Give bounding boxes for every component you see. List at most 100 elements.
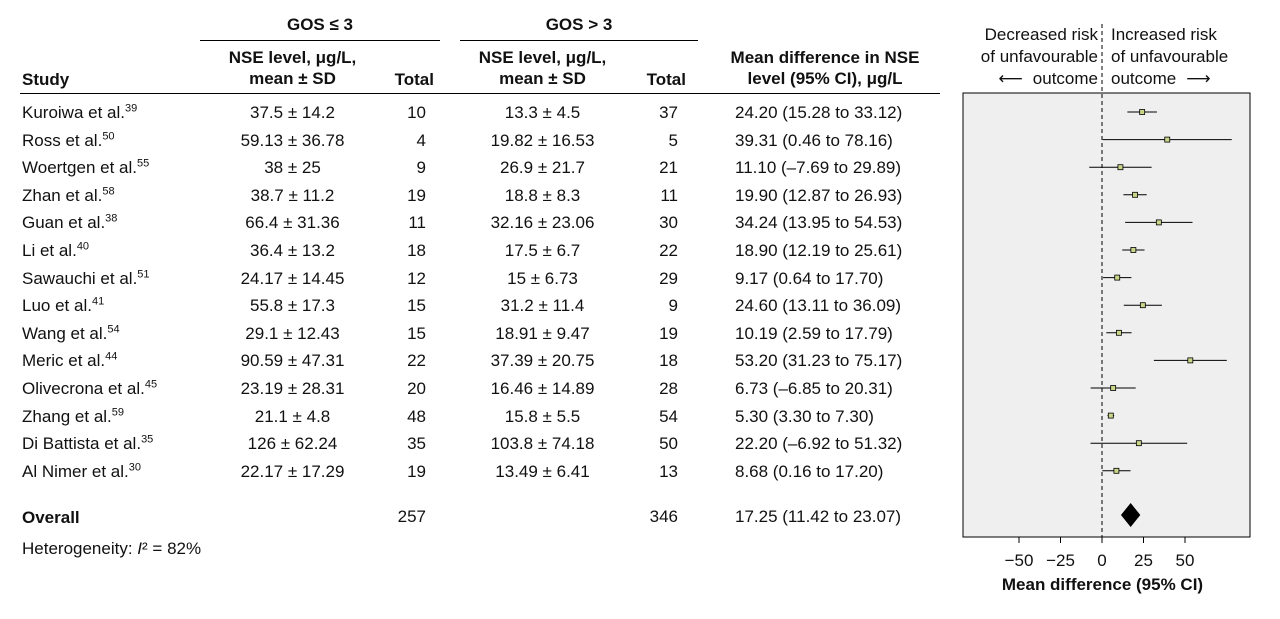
- total-low-value: 19: [407, 462, 426, 481]
- nse-low-value: 22.17 ± 17.29: [240, 462, 345, 481]
- col-header-md-line1: Mean difference in NSE: [730, 48, 920, 67]
- study-label: Li et al.: [22, 241, 77, 260]
- nse-high-value: 18.8 ± 8.3: [504, 186, 581, 205]
- nse-low-value: 38 ± 25: [264, 158, 321, 177]
- nse-high-value: 15.8 ± 5.5: [504, 407, 581, 426]
- overall-total-high: 346: [649, 507, 678, 526]
- study-name: Zhang et al.59: [22, 407, 124, 427]
- study-label: Di Battista et al.: [22, 434, 142, 453]
- md-ci-value: 24.20 (15.28 to 33.12): [735, 103, 903, 122]
- effect-marker: [1132, 191, 1138, 198]
- heterogeneity-value: ² = 82%: [142, 539, 202, 558]
- x-tick-label: −50: [1005, 551, 1034, 570]
- effect-marker: [1113, 467, 1120, 474]
- md-ci-value: 18.90 (12.19 to 25.61): [735, 241, 903, 260]
- total-high-value: 21: [659, 158, 678, 177]
- group-rule-high: [460, 40, 698, 41]
- col-header-total-low: Total: [394, 70, 434, 89]
- heterogeneity-symbol: I: [137, 539, 143, 558]
- effect-marker: [1135, 440, 1142, 447]
- reference-number: 40: [76, 240, 90, 253]
- group-header-gos-low: GOS ≤ 3: [286, 15, 354, 34]
- study-label: Olivecrona et al.: [22, 379, 145, 398]
- nse-low-value: 66.4 ± 31.36: [245, 213, 340, 232]
- nse-low-value: 59.13 ± 36.78: [240, 131, 345, 150]
- total-high-value: 28: [659, 379, 678, 398]
- reference-number: 59: [111, 406, 125, 419]
- md-ci-value: 11.10 (–7.69 to 29.89): [735, 158, 902, 177]
- reference-number: 54: [107, 323, 120, 336]
- study-name: Luo et al.41: [22, 296, 104, 316]
- col-header-nse-low-line1: NSE level, μg/L,: [228, 48, 357, 67]
- col-header-nse-high-line2: mean ± SD: [499, 69, 586, 88]
- x-tick-label: 0: [1097, 551, 1106, 570]
- study-name: Woertgen et al.55: [22, 158, 149, 178]
- effect-marker: [1130, 247, 1137, 253]
- total-high-value: 19: [659, 324, 678, 343]
- nse-high-value: 17.5 ± 6.7: [504, 241, 581, 260]
- md-ci-value: 22.20 (–6.92 to 51.32): [735, 434, 903, 453]
- nse-low-value: 38.7 ± 11.2: [250, 186, 335, 205]
- nse-low-value: 21.1 ± 4.8: [254, 407, 331, 426]
- total-high-value: 54: [659, 407, 678, 426]
- study-name: Zhan et al.58: [22, 186, 115, 206]
- study-label: Kuroiwa et al.: [22, 103, 125, 122]
- heterogeneity-label: Heterogeneity:: [22, 539, 138, 558]
- effect-marker: [1139, 109, 1146, 115]
- col-header-study: Study: [22, 70, 70, 89]
- study-name: Li et al.40: [22, 241, 89, 261]
- study-label: Meric et al.: [22, 351, 106, 370]
- study-label: Ross et al.: [22, 131, 103, 150]
- total-high-value: 13: [659, 462, 678, 481]
- md-ci-value: 10.19 (2.59 to 17.79): [735, 324, 893, 343]
- total-high-value: 18: [659, 351, 678, 370]
- reference-number: 41: [91, 295, 105, 308]
- x-tick-label: 50: [1176, 551, 1195, 570]
- increased-risk-line2: of unfavourable: [1111, 47, 1229, 66]
- reference-number: 45: [144, 378, 158, 391]
- total-high-value: 11: [660, 186, 678, 205]
- nse-high-value: 13.3 ± 4.5: [504, 103, 581, 122]
- total-low-value: 11: [408, 213, 426, 232]
- col-header-nse-high: NSE level, μg/L, mean ± SD: [450, 47, 635, 89]
- arrow-right-icon: ⟶: [1186, 69, 1211, 88]
- overall-md-ci: 17.25 (11.42 to 23.07): [735, 507, 902, 526]
- total-high-value: 30: [659, 213, 678, 232]
- md-ci-value: 53.20 (31.23 to 75.17): [735, 351, 903, 370]
- col-header-nse-high-line1: NSE level, μg/L,: [478, 48, 607, 67]
- nse-high-value: 32.16 ± 23.06: [490, 213, 595, 232]
- reference-number: 39: [125, 102, 138, 115]
- heterogeneity-note: Heterogeneity: I² = 82%: [22, 539, 201, 559]
- nse-low-value: 126 ± 62.24: [247, 434, 338, 453]
- effect-marker: [1117, 164, 1124, 171]
- col-header-mean-difference: Mean difference in NSE level (95% CI), μ…: [705, 47, 945, 89]
- study-name: Guan et al.38: [22, 213, 117, 233]
- nse-low-value: 90.59 ± 47.31: [240, 351, 345, 370]
- decreased-risk-line3: ⟵ outcome: [940, 68, 1098, 90]
- study-name: Meric et al.44: [22, 351, 117, 371]
- effect-marker: [1114, 274, 1121, 281]
- study-name: Olivecrona et al.45: [22, 379, 157, 399]
- col-header-md-line2: level (95% CI), μg/L: [747, 69, 903, 88]
- reference-number: 35: [141, 433, 154, 446]
- total-high-value: 22: [659, 241, 678, 260]
- increased-risk-line1: Increased risk: [1111, 25, 1217, 44]
- effect-marker: [1139, 302, 1146, 309]
- md-ci-value: 39.31 (0.46 to 78.16): [735, 131, 893, 150]
- overall-total-low: 257: [397, 507, 426, 526]
- effect-marker: [1187, 357, 1194, 364]
- study-name: Sawauchi et al.51: [22, 269, 150, 289]
- col-header-nse-low-line2: mean ± SD: [249, 69, 336, 88]
- decreased-risk-line2: of unfavourable: [980, 47, 1098, 66]
- total-low-value: 19: [407, 186, 426, 205]
- effect-marker: [1155, 219, 1162, 226]
- study-name: Ross et al.50: [22, 131, 115, 151]
- nse-high-value: 26.9 ± 21.7: [500, 158, 585, 177]
- nse-high-value: 31.2 ± 11.4: [500, 296, 585, 315]
- nse-low-value: 36.4 ± 13.2: [250, 241, 335, 260]
- reference-number: 44: [105, 350, 118, 363]
- group-rule-low: [200, 40, 440, 41]
- overall-diamond: [1120, 503, 1141, 527]
- total-high-value: 5: [668, 131, 678, 150]
- arrow-left-icon: ⟵: [998, 69, 1023, 88]
